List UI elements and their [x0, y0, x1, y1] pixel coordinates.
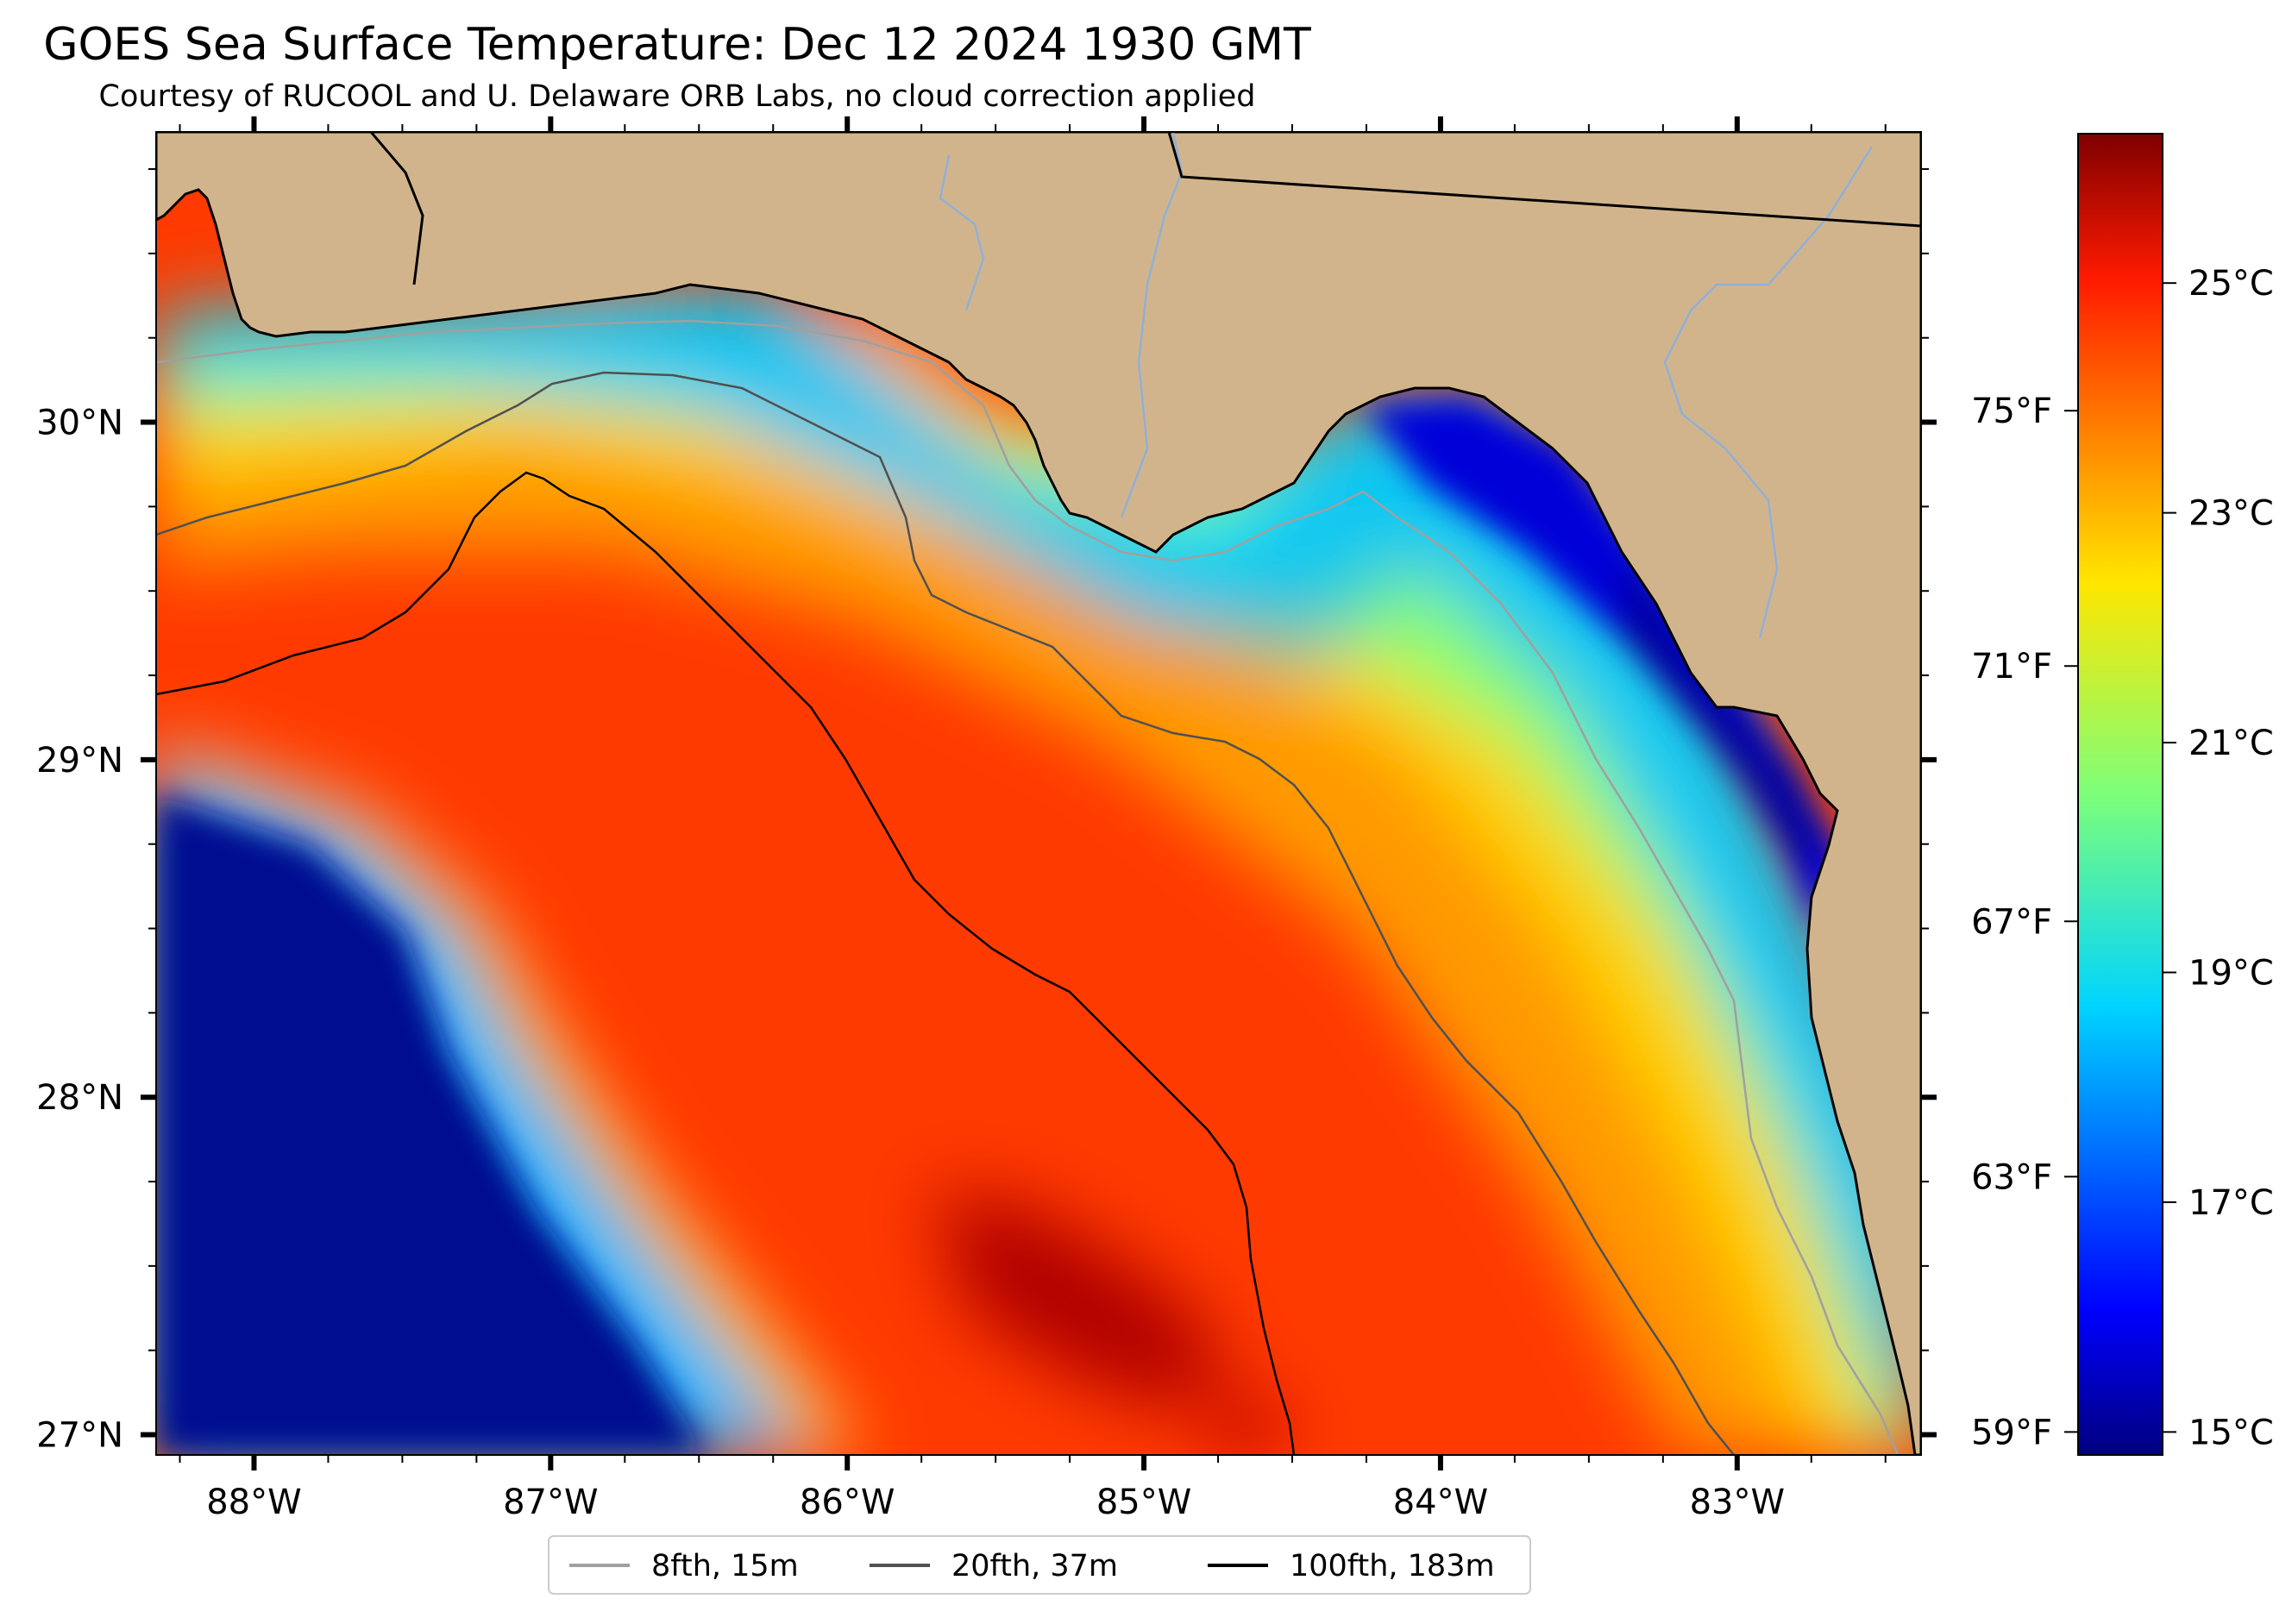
latitude-label: 29°N: [36, 741, 123, 781]
longitude-label: 84°W: [1393, 1483, 1488, 1522]
map-subtitle: Courtesy of RUCOOL and U. Delaware ORB L…: [98, 79, 1256, 114]
longitude-label: 87°W: [503, 1483, 598, 1522]
fahrenheit-tick-label: 59°F: [1971, 1413, 2052, 1452]
celsius-tick-label: 15°C: [2188, 1413, 2274, 1452]
legend-label: 100fth, 183m: [1290, 1549, 1495, 1583]
state-boundaries: [369, 132, 1921, 285]
fahrenheit-tick-label: 63°F: [1971, 1157, 2052, 1197]
longitude-label: 88°W: [206, 1483, 301, 1522]
map-title: GOES Sea Surface Temperature: Dec 12 202…: [43, 19, 1311, 71]
colorbar-ticks: 25°C 23°C 21°C 19°C 17°C 15°C 75°F 71°F 67°F 63°F…: [1971, 264, 2274, 1452]
fahrenheit-tick-label: 75°F: [1971, 392, 2052, 431]
isobath-8fth: [156, 319, 1900, 1455]
colorbar: [2077, 133, 2163, 1456]
celsius-tick-label: 17°C: [2188, 1183, 2274, 1223]
longitude-label: 86°W: [800, 1483, 895, 1522]
fahrenheit-tick-label: 67°F: [1971, 902, 2052, 942]
legend-label: 8fth, 15m: [651, 1549, 799, 1583]
longitude-label: 83°W: [1690, 1483, 1785, 1522]
isobath-20fth: [156, 371, 1735, 1455]
map-frame: [155, 131, 1922, 1456]
fahrenheit-tick-label: 71°F: [1971, 647, 2052, 687]
legend-label: 20fth, 37m: [951, 1549, 1118, 1583]
isobaths: [156, 319, 1900, 1455]
map-area: [156, 132, 1921, 1455]
celsius-tick-label: 25°C: [2188, 264, 2274, 304]
map-axis-labels: 88°W 87°W 86°W 85°W 84°W 83°W 30°N 29°N 28°N 27°N: [36, 404, 1785, 1522]
map-axis-ticks: [141, 116, 1937, 1470]
latitude-label: 27°N: [36, 1416, 123, 1456]
isobath-100fth: [156, 471, 1296, 1455]
longitude-label: 85°W: [1096, 1483, 1191, 1522]
land: [156, 132, 1921, 1455]
latitude-label: 28°N: [36, 1078, 123, 1118]
celsius-tick-label: 21°C: [2188, 724, 2274, 763]
celsius-tick-label: 23°C: [2188, 494, 2274, 534]
latitude-label: 30°N: [36, 404, 123, 443]
legend-box: [548, 1535, 1531, 1595]
isobath-legend: 8fth, 15m 20fth, 37m 100fth, 183m: [548, 1535, 1531, 1595]
celsius-tick-label: 19°C: [2188, 953, 2274, 993]
